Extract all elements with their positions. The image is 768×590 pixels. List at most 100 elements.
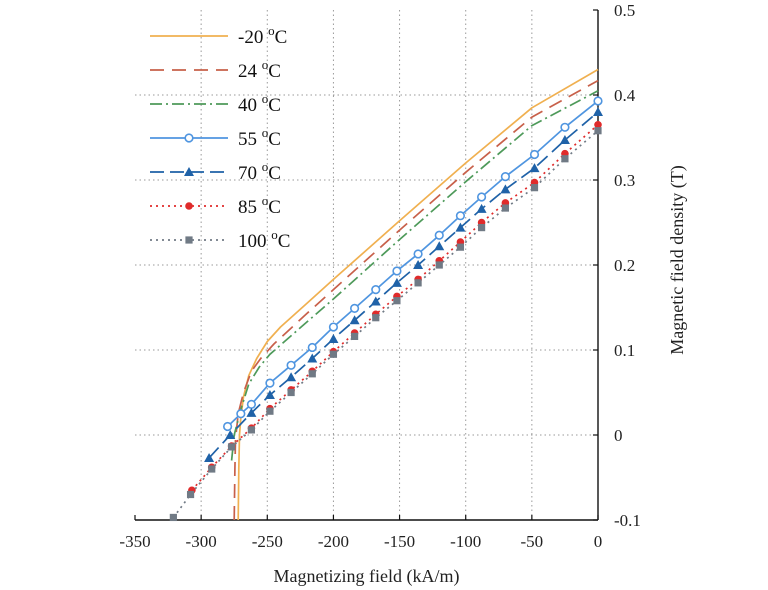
legend-label: 24 oC [238,57,281,82]
x-tick-label: 0 [594,532,603,551]
data-point [413,249,423,259]
data-point [236,409,246,419]
legend-label: 100 oC [238,227,290,252]
data-point [350,332,359,340]
data-point [413,260,424,269]
legend-marker [184,133,194,143]
legend-item: -20 oC [150,23,287,48]
data-point [476,192,487,202]
y-axis-title: Magnetic field density (T) [667,165,688,354]
data-point [500,172,511,182]
data-point [265,378,275,388]
data-point [392,266,402,276]
data-point [477,224,486,232]
x-tick-label: -350 [119,532,150,551]
x-axis-title: Magnetizing field (kA/m) [274,566,460,587]
data-point [594,127,602,135]
y-tick-label: 0.3 [614,171,635,190]
series-55 [223,96,603,432]
legend-item: 100 oC [150,227,290,252]
data-point [476,203,487,213]
data-point [371,285,381,295]
data-point [247,426,256,434]
legend-label: -20 oC [238,23,287,48]
data-point [328,322,339,332]
legend-marker [184,167,194,176]
legend-item: 40 oC [150,91,281,116]
series-70 [204,107,603,462]
data-point [328,333,339,343]
data-point [307,353,318,363]
data-point [246,399,257,410]
series--20 [237,68,599,521]
data-point [529,149,540,160]
legend-item: 55 oC [150,125,281,150]
data-point [561,155,569,163]
x-tick-label: -100 [450,532,481,551]
legend-label: 40 oC [238,91,281,116]
data-point [530,184,539,192]
data-point [286,360,296,370]
data-point [208,465,216,473]
series-group [169,68,603,522]
y-tick-label: -0.1 [614,511,641,530]
legend-marker [185,236,193,244]
series-24 [233,79,599,521]
legend-label: 70 oC [238,159,281,184]
data-point [560,122,570,132]
legend-item: 85 oC [150,193,281,218]
data-point [204,452,215,462]
y-tick-label: 0 [614,426,623,445]
data-point [593,96,603,106]
axes: -350 -300 -250 -200 -150 -100 -50 0 -0.1 0 0.1 0.2 0… [119,1,641,551]
legend-item: 70 oC [150,159,281,184]
x-tick-label: -300 [186,532,217,551]
data-point [434,241,445,251]
series-line [172,130,599,519]
data-point [391,277,402,287]
data-point [456,243,465,251]
series-line [233,79,599,521]
data-point [434,230,444,240]
data-point [223,421,233,432]
series-100 [169,127,602,522]
data-point [435,261,443,269]
data-point [307,342,317,353]
legend-label: 85 oC [238,193,281,218]
data-point [227,443,236,451]
data-point [349,315,360,325]
y-tick-label: 0.1 [614,341,635,360]
data-point [308,370,316,378]
legend: -20 oC 24 oC 40 oC 55 oC 70 oC 85 oC 100 oC [150,23,290,252]
data-point [286,372,297,382]
data-point [455,222,466,232]
data-point [455,211,466,221]
y-tick-label: 0.2 [614,256,635,275]
data-point [414,279,422,287]
data-point [186,490,195,499]
data-point [225,430,236,439]
grid [135,10,598,520]
x-tick-label: -150 [384,532,415,551]
data-point [393,297,401,305]
data-point [329,350,338,358]
data-point [559,135,570,145]
data-point [500,184,511,194]
data-point [593,107,603,116]
legend-item: 24 oC [150,57,281,82]
data-point [370,296,381,306]
legend-label: 55 oC [238,125,281,150]
data-point [529,163,540,173]
data-point [349,303,360,313]
data-point [266,407,274,415]
legend-marker [185,202,193,210]
x-tick-label: -250 [252,532,283,551]
x-tick-label: -50 [521,532,544,551]
series-line [237,68,599,521]
data-point [264,390,275,400]
data-point [287,388,295,397]
y-tick-label: 0.4 [614,86,636,105]
data-point [169,513,177,522]
data-point [501,204,509,212]
